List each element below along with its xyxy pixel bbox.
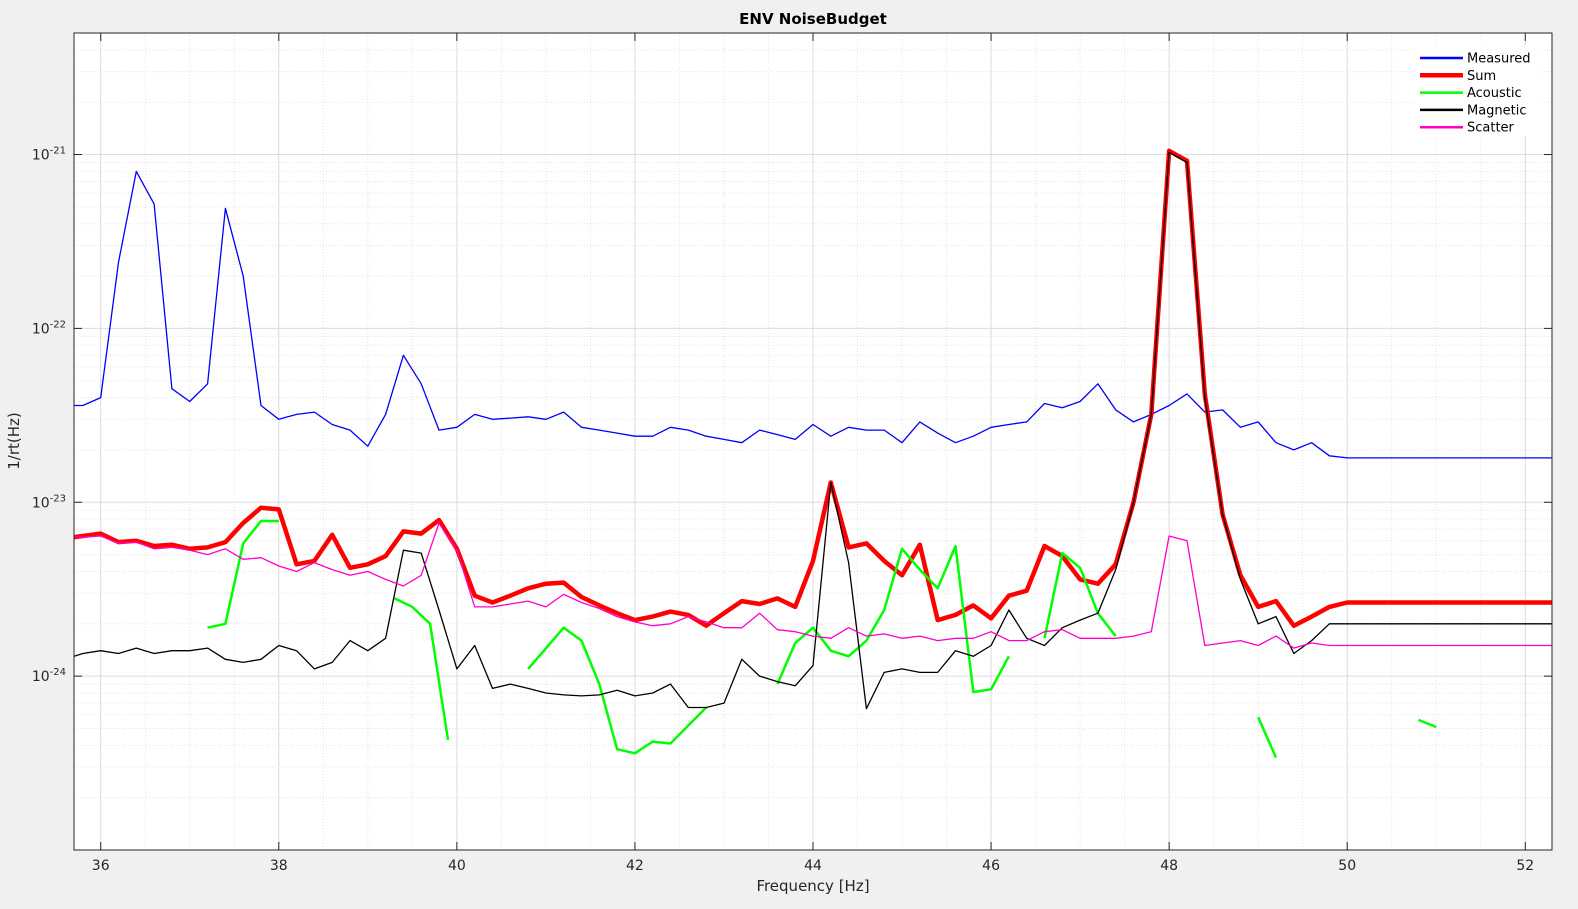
x-tick-label: 42 [626,858,644,874]
y-axis-label: 1/rt(Hz) [5,412,23,470]
x-tick-label: 40 [448,858,466,874]
legend-label-sum: Sum [1467,69,1496,84]
series-line-scatter [74,522,1552,649]
y-tick-label: 10-22 [32,319,66,337]
x-tick-label: 50 [1338,858,1356,874]
series-line-acoustic [207,519,1437,759]
y-axis-ticks: 10-21 10-22 10-23 10-24 [32,146,1552,685]
x-tick-label: 52 [1516,858,1534,874]
x-axis-label: Frequency [Hz] [756,877,869,895]
x-tick-label: 44 [804,858,822,874]
legend-label-scatter: Scatter [1467,121,1515,136]
x-tick-label: 48 [1160,858,1178,874]
legend-label-acoustic: Acoustic [1467,86,1522,101]
major-grid [74,33,1552,850]
x-axis-ticks: 36 38 40 42 44 46 48 50 52 [92,33,1534,874]
series-layer [74,148,1552,759]
series-line-magnetic [74,151,1552,710]
y-tick-label: 10-21 [32,146,66,164]
legend: Measured Sum Acoustic Magnetic Scatter [1413,45,1540,136]
legend-label-magnetic: Magnetic [1467,103,1527,118]
y-tick-label: 10-23 [32,493,66,511]
x-tick-label: 36 [92,858,110,874]
y-tick-label: 10-24 [32,667,66,685]
legend-label-measured: Measured [1467,52,1531,67]
series-line-measured [74,170,1552,459]
chart-title: ENV NoiseBudget [739,10,887,28]
x-tick-label: 38 [270,858,288,874]
legend-box [1413,45,1540,136]
x-tick-label: 46 [982,858,1000,874]
